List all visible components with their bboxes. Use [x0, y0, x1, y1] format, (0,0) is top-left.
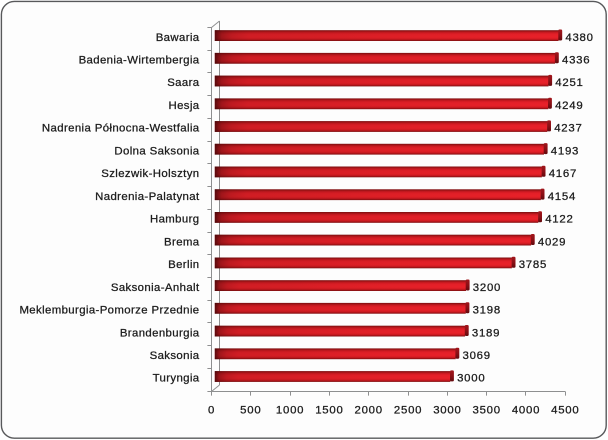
svg-text:4154: 4154 — [548, 191, 576, 203]
svg-text:4380: 4380 — [565, 32, 593, 44]
svg-text:Saksonia: Saksonia — [150, 350, 200, 362]
svg-text:3189: 3189 — [472, 327, 500, 339]
svg-text:Brema: Brema — [164, 236, 200, 248]
svg-text:3785: 3785 — [519, 259, 547, 271]
svg-text:4167: 4167 — [549, 168, 577, 180]
svg-text:Saksonia-Anhalt: Saksonia-Anhalt — [111, 282, 200, 294]
svg-text:Szlezwik-Holsztyn: Szlezwik-Holsztyn — [101, 168, 199, 180]
svg-text:Badenia-Wirtembergia: Badenia-Wirtembergia — [79, 55, 200, 67]
svg-text:3500: 3500 — [473, 405, 501, 417]
svg-text:3200: 3200 — [473, 282, 501, 294]
svg-text:Hamburg: Hamburg — [150, 214, 200, 226]
svg-text:4000: 4000 — [512, 405, 540, 417]
svg-text:Hesja: Hesja — [168, 100, 199, 112]
svg-text:500: 500 — [240, 405, 261, 417]
svg-text:4249: 4249 — [555, 100, 583, 112]
svg-text:4029: 4029 — [538, 236, 566, 248]
svg-text:Nadrenia-Palatynat: Nadrenia-Palatynat — [95, 191, 200, 203]
svg-text:4251: 4251 — [555, 77, 583, 89]
svg-text:3198: 3198 — [473, 305, 501, 317]
svg-text:Dolna Saksonia: Dolna Saksonia — [114, 145, 199, 157]
svg-text:1500: 1500 — [315, 405, 343, 417]
svg-text:4237: 4237 — [554, 123, 582, 135]
svg-text:Nadrenia Północna-Westfalia: Nadrenia Północna-Westfalia — [42, 123, 200, 135]
svg-text:2500: 2500 — [394, 405, 422, 417]
svg-text:4193: 4193 — [551, 145, 579, 157]
svg-text:3000: 3000 — [433, 405, 461, 417]
svg-text:Turyngia: Turyngia — [153, 373, 200, 385]
svg-text:4336: 4336 — [562, 55, 590, 67]
svg-text:4122: 4122 — [545, 214, 573, 226]
svg-text:Bawaria: Bawaria — [156, 32, 200, 44]
svg-text:Brandenburgia: Brandenburgia — [120, 327, 200, 339]
svg-text:2000: 2000 — [355, 405, 383, 417]
svg-text:3000: 3000 — [457, 373, 485, 385]
svg-text:3069: 3069 — [463, 350, 491, 362]
svg-text:Meklemburgia-Pomorze Przednie: Meklemburgia-Pomorze Przednie — [19, 305, 199, 317]
svg-text:4500: 4500 — [551, 405, 579, 417]
svg-text:1000: 1000 — [276, 405, 304, 417]
svg-text:Saara: Saara — [167, 77, 200, 89]
svg-text:Berlin: Berlin — [168, 259, 199, 271]
svg-text:0: 0 — [208, 405, 215, 417]
